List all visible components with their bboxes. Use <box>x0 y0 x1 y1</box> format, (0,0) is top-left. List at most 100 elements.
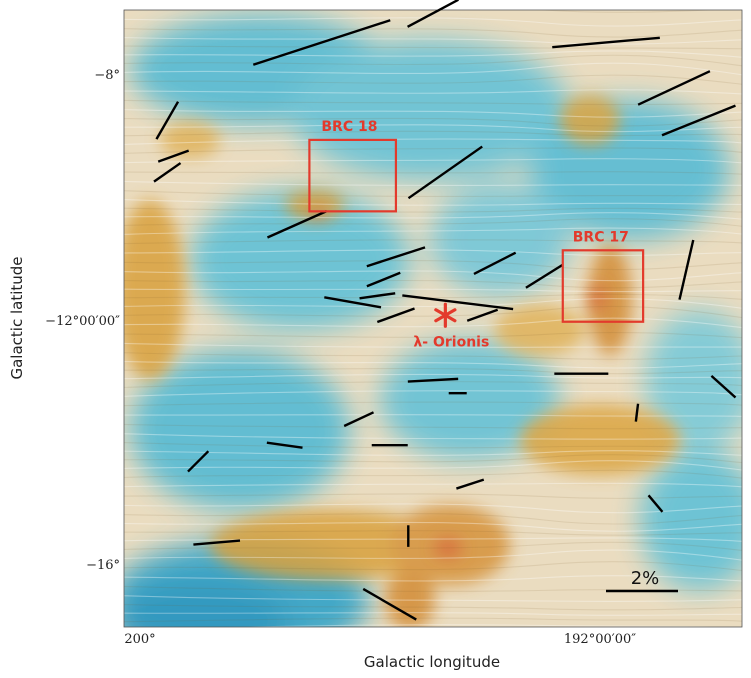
streamline <box>124 423 742 430</box>
x-tick-label: 200° <box>124 632 155 647</box>
polarization-vector <box>362 587 417 621</box>
streamline <box>124 74 742 85</box>
polarization-vector <box>525 263 564 289</box>
streamline <box>124 390 742 397</box>
streamline <box>124 50 742 58</box>
streamline <box>124 89 742 95</box>
streamline <box>124 218 742 227</box>
region-box <box>308 138 398 213</box>
polarization-vector <box>366 246 426 268</box>
streamline <box>124 360 742 369</box>
polarization-vector <box>407 145 483 200</box>
streamline <box>124 17 742 27</box>
polarization-vector <box>661 104 736 137</box>
streamline <box>124 279 742 289</box>
streamline <box>124 617 742 623</box>
polarization-vector <box>193 539 241 546</box>
scale-bar: 2% <box>606 568 678 593</box>
polarization-vector <box>552 36 660 49</box>
region-box <box>561 249 645 323</box>
polarization-vector <box>634 403 640 422</box>
streamline <box>124 530 742 536</box>
marker-lambda-orionis: λ- Orionis <box>413 302 489 350</box>
streamline <box>124 239 742 245</box>
region-brc-18: BRC 18 <box>308 119 398 213</box>
polarization-vector <box>324 296 382 309</box>
streamline <box>124 367 742 375</box>
polarization-vector <box>456 478 485 490</box>
region-brc-17: BRC 17 <box>561 229 645 323</box>
streamline <box>124 493 742 499</box>
polarization-vector <box>407 377 459 383</box>
streamline <box>124 352 742 360</box>
streamline <box>124 138 742 145</box>
y-tick-label: −16° <box>86 558 120 573</box>
streamline <box>124 541 742 551</box>
streamline <box>124 130 742 137</box>
streamline <box>124 288 742 293</box>
streamline <box>124 62 742 76</box>
streamline <box>124 454 742 464</box>
streamline <box>124 575 742 582</box>
streamline <box>124 482 742 488</box>
y-axis-label: Galactic latitude <box>8 256 26 379</box>
streamline <box>124 317 742 329</box>
streamline <box>124 270 742 282</box>
polarization-vector <box>266 210 328 239</box>
streamline <box>124 503 742 514</box>
streamline <box>124 561 742 572</box>
polarization-vector <box>376 307 415 324</box>
x-axis-ticks: 200° 192°00′00″ <box>124 632 636 647</box>
streamline <box>124 171 742 175</box>
streamline <box>124 199 742 206</box>
polarization-vector <box>366 271 401 288</box>
polarization-vector <box>407 0 459 28</box>
streamline <box>124 512 742 525</box>
polarization-vector <box>678 239 695 300</box>
polarization-vector <box>266 441 303 449</box>
streamline <box>124 260 742 271</box>
x-axis-label: Galactic longitude <box>364 653 500 671</box>
streamline <box>124 54 742 67</box>
polarization-vector <box>157 149 190 163</box>
streamline <box>124 442 742 449</box>
streamline <box>124 373 742 380</box>
y-axis-ticks: −8° −12°00′00″ −16° <box>45 68 120 573</box>
polarization-vector <box>187 450 210 473</box>
polarization-vector <box>637 70 711 106</box>
streamline <box>124 595 742 602</box>
streamline <box>124 537 742 542</box>
polarization-vectors <box>153 0 737 621</box>
streamline <box>124 36 742 45</box>
streamline <box>124 147 742 154</box>
streamline <box>124 117 742 127</box>
streamline <box>124 401 742 407</box>
streamline <box>124 603 742 611</box>
streamline <box>124 158 742 164</box>
polarization-vector <box>155 101 180 140</box>
x-tick-label: 192°00′00″ <box>564 632 636 647</box>
streamline <box>124 450 742 456</box>
streamline <box>124 612 742 616</box>
background-map <box>124 10 742 627</box>
polarization-streamlines <box>124 10 742 627</box>
marker-label: λ- Orionis <box>413 334 489 350</box>
streamline <box>124 331 742 339</box>
y-tick-label: −8° <box>94 68 120 83</box>
streamline <box>124 460 742 471</box>
streamline <box>124 249 742 257</box>
polarization-vector <box>252 19 391 66</box>
polarization-vector <box>473 251 517 275</box>
polarization-vector <box>343 411 375 428</box>
streamline <box>124 414 742 417</box>
streamline <box>124 549 742 561</box>
scale-bar-label: 2% <box>631 568 660 589</box>
polarization-vector <box>402 294 514 311</box>
streamline <box>124 293 742 300</box>
streamline <box>124 298 742 309</box>
streamline <box>124 521 742 532</box>
streamline <box>124 180 742 186</box>
streamline <box>124 381 742 388</box>
streamline <box>124 207 742 213</box>
streamline <box>124 212 742 220</box>
